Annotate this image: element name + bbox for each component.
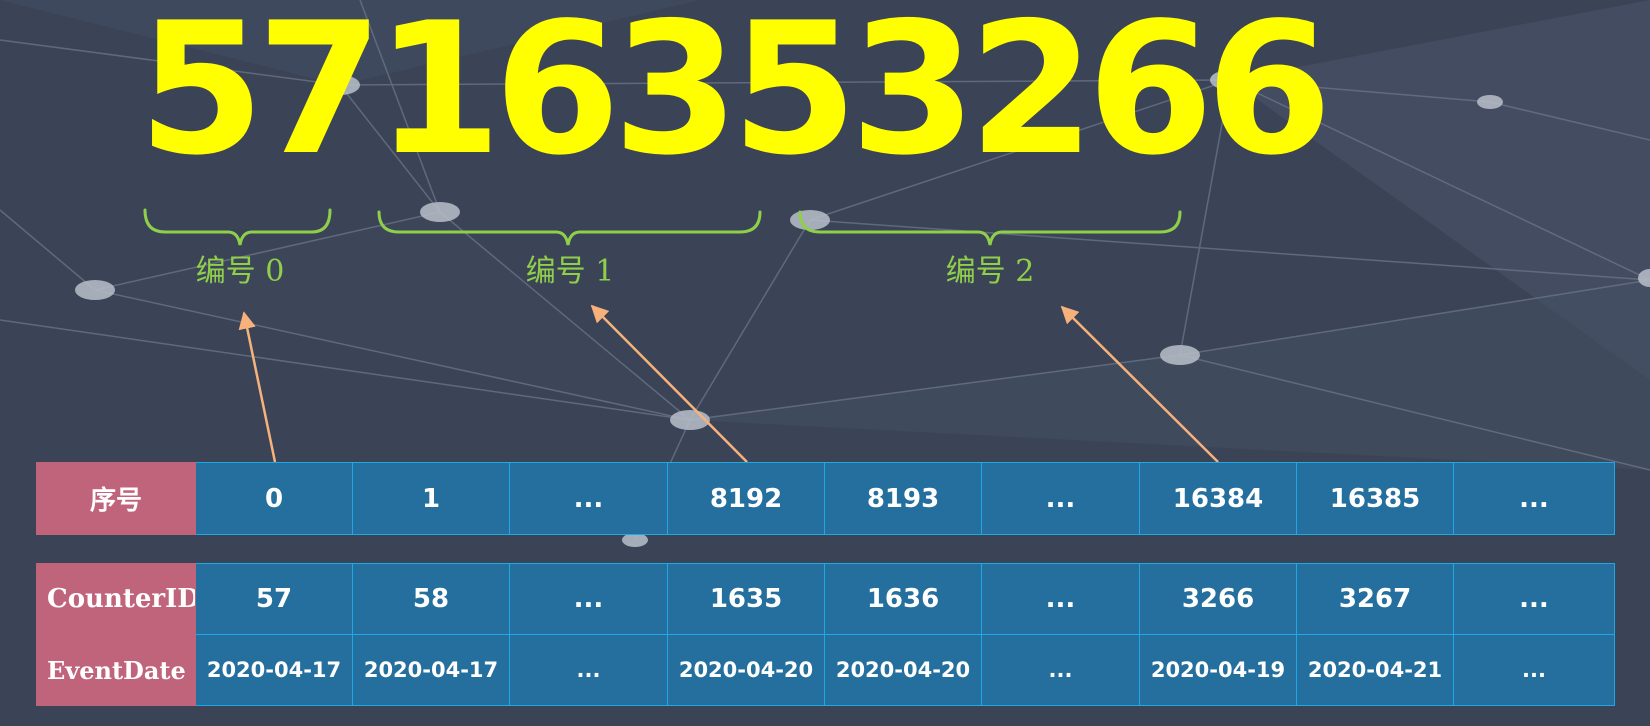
counterid-cell: 58 bbox=[352, 563, 510, 635]
table-row-eventdate: EventDate 2020-04-17 2020-04-17 ... 2020… bbox=[36, 634, 1615, 706]
arrow-0 bbox=[238, 311, 277, 463]
index-cell: ... bbox=[981, 462, 1140, 535]
eventdate-cell: 2020-04-20 bbox=[824, 634, 982, 706]
index-cell: 16384 bbox=[1139, 462, 1297, 535]
index-cell: ... bbox=[509, 462, 668, 535]
eventdate-cell: 2020-04-17 bbox=[195, 634, 353, 706]
index-cell: 8192 bbox=[667, 462, 825, 535]
index-cell: 0 bbox=[195, 462, 353, 535]
arrow-2 bbox=[1060, 305, 1219, 463]
eventdate-cell: 2020-04-20 bbox=[667, 634, 825, 706]
brace-group-1 bbox=[377, 210, 762, 246]
index-table: 序号 0 1 ... 8192 8193 ... 16384 16385 ... bbox=[36, 462, 1615, 535]
eventdate-cell: 2020-04-17 bbox=[352, 634, 510, 706]
counterid-cell: 3267 bbox=[1296, 563, 1454, 635]
group-label-0: 编号 0 bbox=[195, 254, 285, 289]
index-row: 序号 0 1 ... 8192 8193 ... 16384 16385 ... bbox=[36, 462, 1615, 535]
eventdate-cell: ... bbox=[981, 634, 1140, 706]
index-header-cell: 序号 bbox=[36, 462, 196, 535]
counterid-cell: 1635 bbox=[667, 563, 825, 635]
counterid-cell: 57 bbox=[195, 563, 353, 635]
index-cell: 1 bbox=[352, 462, 510, 535]
counterid-cell: 1636 bbox=[824, 563, 982, 635]
counterid-cell: 3266 bbox=[1139, 563, 1297, 635]
eventdate-cell: ... bbox=[1453, 634, 1615, 706]
big-number: 5716353266 bbox=[138, 0, 1332, 195]
index-cell: ... bbox=[1453, 462, 1615, 535]
brace-group-2 bbox=[798, 210, 1182, 246]
arrow-1 bbox=[590, 304, 748, 463]
data-table: CounterID 57 58 ... 1635 1636 ... 3266 3… bbox=[36, 563, 1615, 706]
eventdate-cell: 2020-04-19 bbox=[1139, 634, 1297, 706]
counterid-cell: ... bbox=[1453, 563, 1615, 635]
group-label-2: 编号 2 bbox=[945, 254, 1035, 289]
group-label-1: 编号 1 bbox=[525, 254, 615, 289]
eventdate-header-cell: EventDate bbox=[36, 634, 196, 706]
eventdate-cell: 2020-04-21 bbox=[1296, 634, 1454, 706]
table-row-counterid: CounterID 57 58 ... 1635 1636 ... 3266 3… bbox=[36, 563, 1615, 635]
index-cell: 16385 bbox=[1296, 462, 1454, 535]
brace-group-0 bbox=[143, 208, 332, 246]
counterid-cell: ... bbox=[981, 563, 1140, 635]
eventdate-cell: ... bbox=[509, 634, 668, 706]
counterid-header-cell: CounterID bbox=[36, 563, 196, 635]
index-cell: 8193 bbox=[824, 462, 982, 535]
counterid-cell: ... bbox=[509, 563, 668, 635]
